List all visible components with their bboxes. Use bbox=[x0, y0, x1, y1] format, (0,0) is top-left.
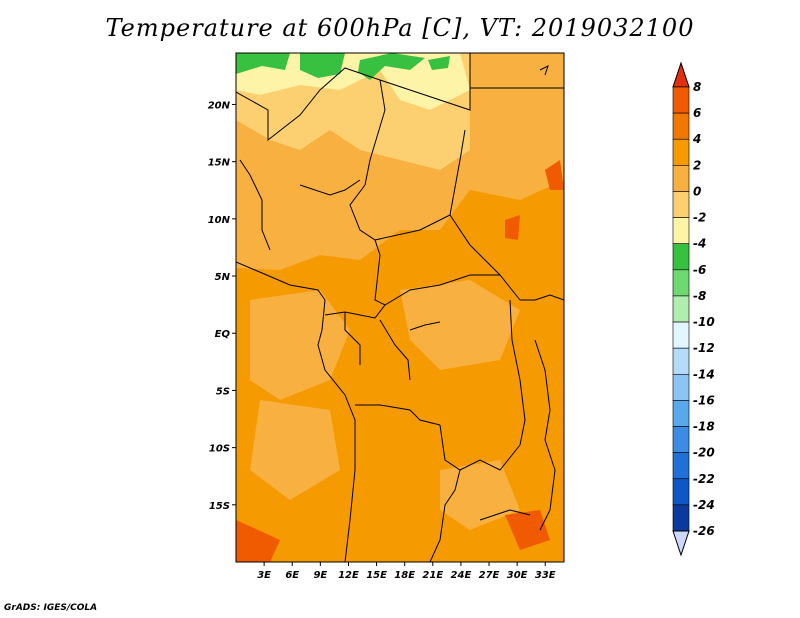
colorbar-segment bbox=[672, 504, 690, 532]
colorbar-label: -22 bbox=[693, 472, 715, 486]
colorbar-label: -4 bbox=[693, 237, 706, 251]
colorbar-segment bbox=[672, 165, 690, 192]
colorbar-label: -14 bbox=[693, 367, 715, 381]
colorbar-segment bbox=[672, 138, 690, 166]
lat-tick-label: 15N bbox=[208, 158, 231, 169]
field-patch-4 bbox=[440, 460, 520, 530]
lon-tick-label: 30E bbox=[507, 570, 528, 581]
temperature-field bbox=[236, 53, 564, 562]
colorbar-label: -24 bbox=[693, 498, 715, 512]
lat-tick-label: 20N bbox=[208, 100, 231, 111]
grads-credit: GrADS: IGES/COLA bbox=[4, 603, 98, 613]
longitude-axis: 3E 6E 9E 12E 15E 18E 21E 24E 27E 30E 33E bbox=[257, 562, 556, 581]
colorbar-label: 6 bbox=[693, 106, 701, 120]
lon-tick-label: 12E bbox=[338, 570, 359, 581]
colorbar-label: -2 bbox=[693, 211, 706, 225]
latitude-axis: 20N 15N 10N 5N EQ 5S 10S 15S bbox=[208, 100, 236, 512]
colorbar-label: 4 bbox=[692, 132, 701, 146]
field-hot-e bbox=[545, 160, 564, 190]
lon-tick-label: 24E bbox=[451, 570, 472, 581]
field-hot-e2 bbox=[505, 215, 520, 240]
colorbar-segment bbox=[672, 269, 690, 297]
colorbar-segment bbox=[672, 321, 690, 349]
lat-tick-label: 5S bbox=[216, 386, 230, 397]
colorbar-segment bbox=[672, 191, 690, 218]
map-title: Temperature at 600hPa [C], VT: 201903210… bbox=[105, 14, 695, 42]
colorbar-label: -6 bbox=[693, 263, 706, 277]
lat-tick-label: EQ bbox=[215, 329, 231, 340]
lat-tick-label: 10S bbox=[209, 444, 230, 455]
colorbar-segment bbox=[672, 347, 690, 375]
colorbar-segment bbox=[672, 86, 690, 114]
lat-tick-label: 10N bbox=[208, 215, 231, 226]
colorbar-label: -18 bbox=[693, 420, 715, 434]
lon-tick-label: 21E bbox=[422, 570, 443, 581]
field-green-nw bbox=[236, 53, 290, 74]
lon-tick-label: 27E bbox=[479, 570, 500, 581]
colorbar-segment bbox=[672, 373, 690, 401]
colorbar-label: -10 bbox=[693, 315, 715, 329]
colorbar-label: 0 bbox=[693, 184, 701, 198]
field-patch-1 bbox=[250, 290, 350, 400]
colorbar-segment bbox=[672, 452, 690, 480]
colorbar-segment bbox=[672, 400, 690, 427]
colorbar-segment bbox=[672, 217, 690, 245]
field-patch-2 bbox=[400, 280, 520, 370]
lon-tick-label: 9E bbox=[313, 570, 327, 581]
lat-tick-label: 5N bbox=[215, 272, 231, 283]
colorbar-label: -12 bbox=[693, 341, 715, 355]
field-patch-3 bbox=[250, 400, 340, 500]
colorbar-top-arrow bbox=[672, 61, 690, 88]
colorbar-bottom-arrow bbox=[672, 530, 690, 557]
lon-tick-label: 3E bbox=[257, 570, 271, 581]
field-green-n2 bbox=[358, 53, 425, 80]
map-frame bbox=[235, 52, 565, 563]
colorbar-label: 8 bbox=[693, 80, 701, 94]
colorbar-segment bbox=[672, 478, 690, 506]
colorbar-segment bbox=[672, 243, 690, 271]
colorbar-label: -8 bbox=[693, 289, 706, 303]
colorbar-segment bbox=[672, 426, 690, 453]
lon-tick-label: 18E bbox=[394, 570, 415, 581]
colorbar-label: -16 bbox=[693, 393, 715, 407]
lon-tick-label: 33E bbox=[535, 570, 556, 581]
colorbar-label: 2 bbox=[693, 158, 701, 172]
lon-tick-label: 6E bbox=[285, 570, 299, 581]
field-hot-se bbox=[505, 510, 550, 550]
field-green-n1 bbox=[300, 53, 345, 78]
colorbar: 8 6 4 2 0 -2 -4 -6 -8 -10 -12 -14 -16 -18 -20 -22 -24 -26 bbox=[672, 61, 715, 557]
map-borders bbox=[236, 53, 564, 562]
colorbar-segment bbox=[672, 295, 690, 323]
field-green-n3 bbox=[428, 56, 450, 70]
colorbar-label: -20 bbox=[693, 446, 715, 460]
colorbar-segment bbox=[672, 112, 690, 140]
colorbar-label: -26 bbox=[693, 524, 715, 538]
lat-tick-label: 15S bbox=[209, 501, 230, 512]
field-hot-sw bbox=[236, 520, 280, 562]
lon-tick-label: 15E bbox=[366, 570, 387, 581]
